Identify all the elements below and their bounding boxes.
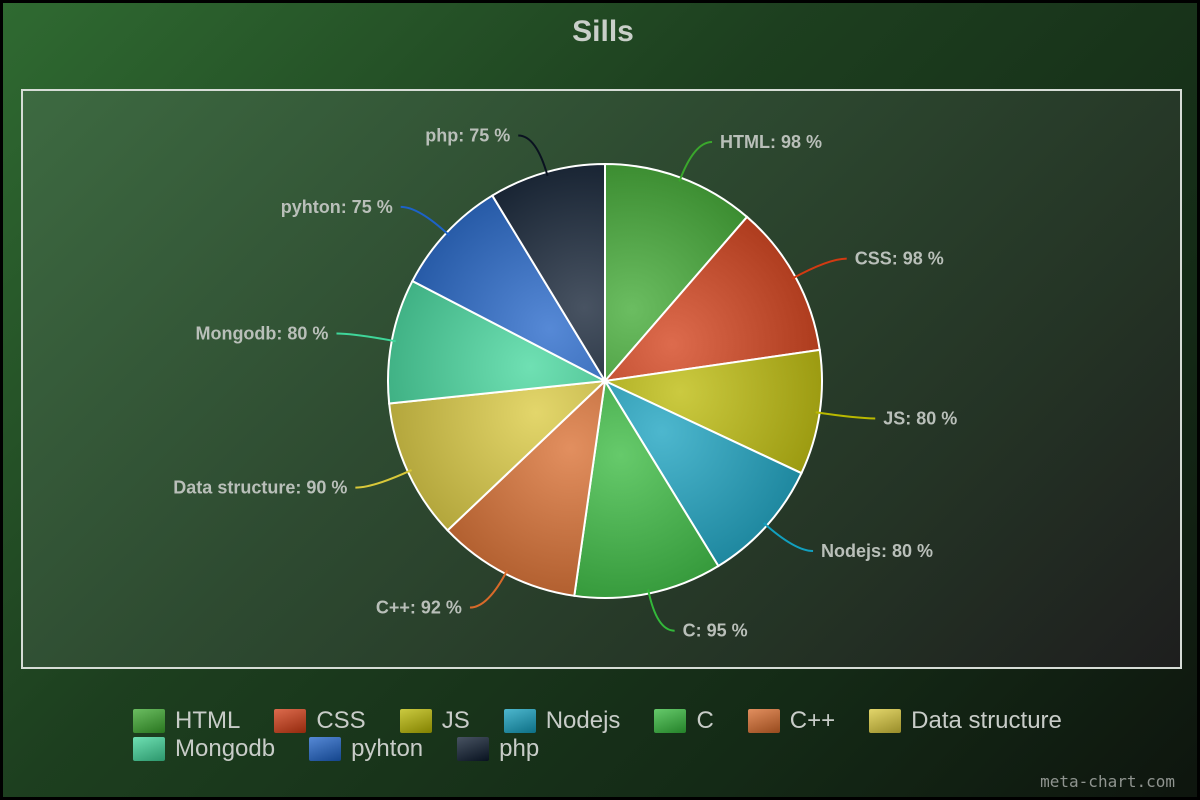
leader-line-html (678, 141, 713, 182)
legend-item: php (457, 735, 539, 763)
leader-line-nodejs (763, 522, 814, 553)
data-label-css: CSS: 98 % (855, 249, 944, 269)
data-label-php: php: 75 % (425, 125, 510, 145)
legend-swatch (309, 737, 342, 761)
legend-swatch (503, 709, 536, 733)
legend-swatch (133, 737, 165, 761)
legend-row: Mongodb pyhton php (133, 735, 1133, 763)
data-label-data-structure: Data structure: 90 % (173, 478, 347, 498)
legend: HTML CSS JS Nodejs C C++ Data structure Mongodb… (133, 707, 1133, 763)
legend-row: HTML CSS JS Nodejs C C++ Data structure (133, 707, 1133, 735)
legend-label: php (499, 735, 540, 762)
legend-item: Data structure (869, 707, 1062, 735)
data-label-mongodb: Mongodb: 80 % (195, 323, 328, 343)
legend-item: C++ (747, 707, 836, 735)
watermark: meta-chart.com (1040, 772, 1175, 791)
legend-item: Mongodb (133, 735, 275, 763)
leader-line-data-structure (355, 469, 412, 489)
leader-line-c (647, 589, 675, 632)
legend-label: HTML (175, 707, 241, 734)
leader-line-c- (469, 569, 509, 609)
chart-title: Sills (572, 15, 634, 48)
leader-line-css (791, 257, 847, 280)
leader-line-mongodb (336, 332, 396, 343)
legend-item: pyhton (309, 735, 423, 763)
data-label-c-: C++: 92 % (376, 598, 462, 618)
legend-label: C (696, 707, 714, 734)
leader-line-pyhton (400, 205, 451, 237)
legend-label: JS (441, 707, 470, 734)
legend-item: JS (399, 707, 470, 735)
legend-swatch (274, 709, 307, 733)
data-label-c: C: 95 % (683, 621, 748, 641)
legend-swatch (654, 709, 687, 733)
legend-swatch (399, 709, 432, 733)
legend-item: Nodejs (503, 707, 621, 735)
plot-area: HTML: 98 % CSS: 98 % JS: 80 % Nodejs: 80 % C… (21, 89, 1182, 669)
data-label-nodejs: Nodejs: 80 % (821, 541, 933, 561)
legend-label: pyhton (351, 735, 424, 762)
legend-item: C (654, 707, 714, 735)
legend-label: C++ (789, 707, 836, 734)
leader-line-php (518, 134, 549, 177)
legend-label: CSS (316, 707, 366, 734)
legend-swatch (869, 709, 902, 733)
pie-chart: HTML: 98 % CSS: 98 % JS: 80 % Nodejs: 80 % C… (173, 125, 957, 641)
legend-item: HTML (133, 707, 240, 735)
leader-line-js (815, 411, 876, 420)
data-label-pyhton: pyhton: 75 % (281, 197, 393, 217)
legend-label: Data structure (911, 707, 1062, 734)
legend-item: CSS (274, 707, 366, 735)
legend-swatch (133, 709, 165, 733)
legend-swatch (457, 737, 490, 761)
legend-label: Mongodb (175, 735, 276, 762)
data-label-html: HTML: 98 % (720, 132, 822, 152)
legend-label: Nodejs (545, 707, 621, 734)
legend-swatch (747, 709, 780, 733)
data-label-js: JS: 80 % (883, 408, 957, 428)
